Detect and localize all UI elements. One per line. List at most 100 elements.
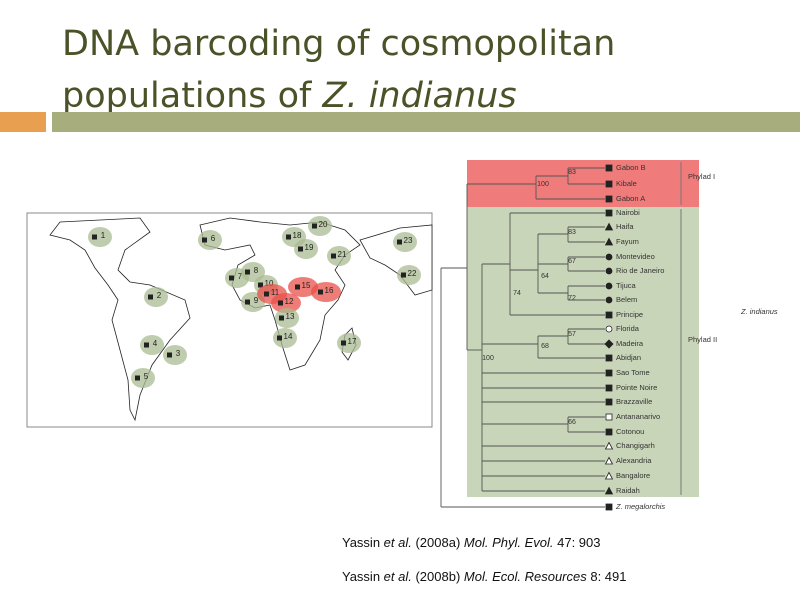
taxon-symbol <box>605 267 613 275</box>
site-label: 16 <box>325 286 334 295</box>
site-marker <box>278 300 283 306</box>
taxon-label: Changigarh <box>616 441 655 450</box>
ref-journal: Mol. Ecol. Resources <box>464 569 587 584</box>
site-halo <box>337 333 361 353</box>
phylogeny: Phylad I Phylad II Z. indianus Gabon B Ki… <box>440 160 778 511</box>
bootstrap-label: 64 <box>541 273 549 280</box>
site-halo <box>88 227 112 247</box>
site-marker <box>341 340 346 346</box>
site-label: 13 <box>286 312 295 321</box>
title-species: Z. indianus <box>321 76 516 116</box>
phylad1-label: Phylad I <box>688 172 715 181</box>
site-label: 6 <box>211 234 216 243</box>
site-label: 22 <box>408 269 417 278</box>
site-label: 17 <box>348 337 357 346</box>
site-marker <box>286 234 291 240</box>
bootstrap-label: 72 <box>568 295 576 302</box>
site-halo <box>275 308 299 328</box>
site-halo <box>397 265 421 285</box>
site-label: 21 <box>338 250 347 259</box>
taxon-label: Raidah <box>616 486 640 495</box>
site-marker <box>135 375 140 381</box>
site-halo <box>273 328 297 348</box>
site-halo <box>131 368 155 388</box>
site-marker <box>298 246 303 252</box>
taxon-label: Madeira <box>616 339 644 348</box>
site-marker <box>318 289 323 295</box>
site-label: 2 <box>157 291 162 300</box>
taxon-label: Nairobi <box>616 208 640 217</box>
taxon-symbol <box>604 471 614 480</box>
phylad1-band <box>467 160 699 207</box>
site-marker <box>229 275 234 281</box>
reference: Yassin et al. (2008b) Mol. Ecol. Resourc… <box>342 569 627 584</box>
site-label: 23 <box>404 236 413 245</box>
site-marker <box>295 284 300 290</box>
taxon-symbol <box>604 222 614 231</box>
site-halo <box>311 282 341 302</box>
site-label: 15 <box>302 281 311 290</box>
site-halo <box>163 345 187 365</box>
site-label: 3 <box>176 349 181 358</box>
taxon-symbol <box>605 384 613 392</box>
site-label: 14 <box>284 332 293 341</box>
site-halo <box>144 287 168 307</box>
title-line2: populations of Z. indianus <box>62 76 517 116</box>
site-halo <box>393 232 417 252</box>
taxon-symbol <box>605 282 613 290</box>
taxon-label: Gabon A <box>616 194 645 203</box>
site-marker <box>148 294 153 300</box>
taxon-label: Bangalore <box>616 471 650 480</box>
phylad2-band <box>467 207 699 497</box>
taxon-label: Pointe Noire <box>616 383 657 392</box>
bootstrap-label: 57 <box>568 331 576 338</box>
site-marker <box>144 342 149 348</box>
taxon-symbol <box>604 456 614 465</box>
title-text: populations of <box>62 76 322 116</box>
ref-author: Yassin <box>342 569 384 584</box>
site-halo <box>288 277 318 297</box>
site-label: 11 <box>271 288 280 297</box>
taxon-label: Rio de Janeiro <box>616 266 664 275</box>
site-marker <box>331 253 336 259</box>
taxon-label: Montevideo <box>616 252 655 261</box>
taxon-label: Haifa <box>616 222 634 231</box>
site-label: 5 <box>144 372 149 381</box>
taxon-label: Cotonou <box>616 427 644 436</box>
site-label: 20 <box>319 220 328 229</box>
taxon-label: Belem <box>616 295 637 304</box>
taxon-symbol <box>604 441 614 450</box>
site-marker <box>397 239 402 245</box>
reference: Yassin et al. (2008a) Mol. Phyl. Evol. 4… <box>342 535 601 550</box>
outgroup-label: Z. megalorchis <box>615 502 665 511</box>
site-label: 4 <box>153 339 158 348</box>
site-halo <box>308 216 332 236</box>
site-label: 9 <box>254 296 259 305</box>
americas <box>49 217 191 422</box>
taxon-symbol <box>605 325 613 333</box>
site-label: 8 <box>254 266 259 275</box>
ref-etal: et al. <box>384 569 412 584</box>
site-label: 10 <box>265 279 274 288</box>
bootstrap-label: 66 <box>568 419 576 426</box>
site-marker <box>258 282 263 288</box>
site-marker <box>202 237 207 243</box>
taxon-symbol <box>605 503 613 511</box>
taxon-symbol <box>605 311 613 319</box>
site-label: 1 <box>101 231 106 240</box>
site-halo <box>198 230 222 250</box>
site-halo <box>294 239 318 259</box>
site-label: 7 <box>238 272 243 281</box>
taxon-label: Abidjan <box>616 353 641 362</box>
taxon-symbol <box>605 164 613 172</box>
taxon-symbol <box>605 296 613 304</box>
taxon-symbol <box>605 428 613 436</box>
taxon-label: Principe <box>616 310 643 319</box>
site-label: 19 <box>305 243 314 252</box>
bootstrap-label: 68 <box>541 343 549 350</box>
bootstrap-label: 83 <box>568 229 576 236</box>
site-marker <box>277 335 282 341</box>
divider-bar <box>52 112 800 132</box>
taxon-label: Sao Tome <box>616 368 650 377</box>
ref-year: (2008b) <box>412 569 464 584</box>
